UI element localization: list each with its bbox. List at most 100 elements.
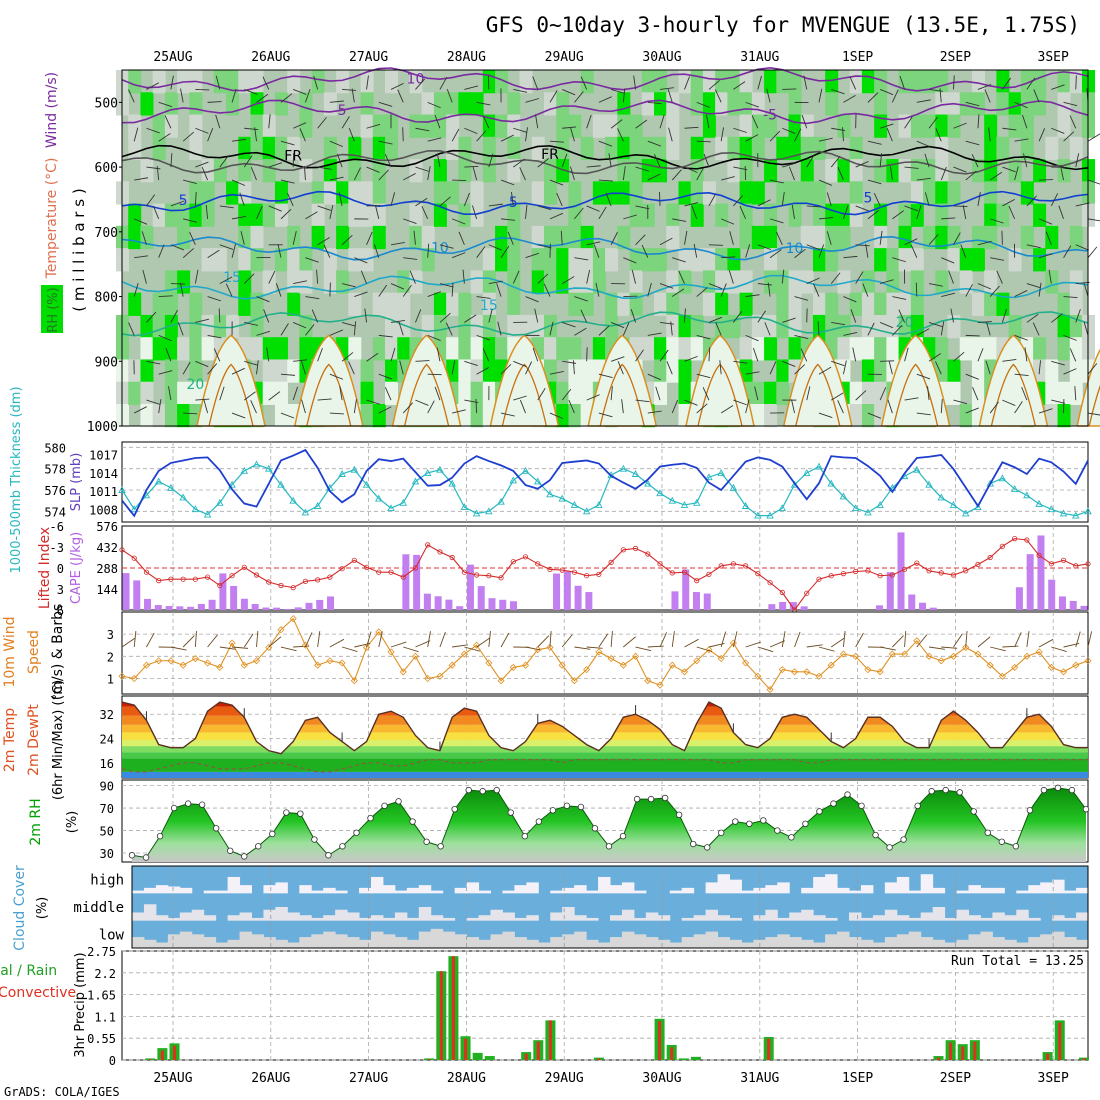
thickness-marker — [289, 496, 297, 504]
rh-cell — [482, 114, 496, 138]
rh-cell — [874, 248, 888, 272]
wind-speed-marker — [228, 639, 236, 647]
cape-bar — [251, 604, 259, 610]
wind-barb — [1038, 282, 1042, 297]
date-label-top: 2SEP — [940, 50, 971, 65]
thickness-marker — [277, 480, 285, 488]
wind-barb — [842, 631, 846, 648]
wind-barb — [452, 179, 467, 182]
lifted-index-marker — [1073, 563, 1079, 569]
precip-tick: 1.1 — [94, 1010, 116, 1024]
wind-barb — [231, 138, 246, 142]
cloud-middle-bar — [371, 915, 384, 921]
wind-barb — [532, 76, 539, 90]
wind-speed-marker — [803, 668, 811, 676]
wind-speed-marker — [485, 659, 493, 667]
rh-cell — [666, 292, 680, 316]
cloud-middle-bar — [1028, 917, 1041, 921]
wind-barb — [195, 318, 210, 323]
rh-cell — [189, 314, 203, 339]
wind-barb — [329, 205, 334, 219]
rh-cell — [262, 203, 276, 227]
rh-cell — [213, 248, 227, 272]
cloud-middle-bar — [789, 912, 802, 921]
wind-barb — [794, 128, 802, 142]
rh-cell — [519, 314, 533, 339]
rh-cell — [568, 359, 582, 383]
wind-barb — [183, 179, 197, 185]
rh-cell — [812, 292, 826, 316]
rh-cell — [152, 337, 166, 361]
wind-barb — [427, 631, 431, 648]
cloud-middle-bar — [944, 917, 958, 921]
wind-barb — [472, 205, 478, 220]
cape-bar — [230, 585, 238, 610]
rh-cell — [849, 403, 863, 428]
wind-barb — [427, 291, 441, 297]
wind-barb — [1048, 269, 1052, 284]
wind-barb — [195, 398, 210, 401]
thickness-marker — [631, 470, 640, 477]
cape-bar — [499, 599, 507, 610]
wind-speed-marker — [473, 641, 481, 649]
wind-barb — [850, 309, 857, 323]
wind-barb — [953, 75, 955, 90]
wind-barb — [904, 205, 918, 212]
rh-cell — [1045, 136, 1059, 161]
wind-barb — [378, 373, 393, 380]
wind-barb — [243, 273, 255, 284]
wind-speed-marker — [570, 677, 578, 685]
rh-cell — [140, 359, 154, 383]
rh-marker — [353, 829, 360, 836]
wind-barb — [670, 321, 673, 336]
wind-barb — [507, 231, 514, 245]
rh-cell — [140, 159, 154, 183]
wind-speed-marker — [607, 654, 615, 663]
wind-barb — [476, 246, 486, 258]
cape-bar — [574, 585, 582, 610]
rh-cell — [1008, 159, 1022, 183]
wind-barb — [240, 231, 245, 245]
rh-cell — [996, 136, 1010, 161]
wind-barb — [446, 89, 453, 103]
rh-cell — [482, 248, 496, 272]
wind-barb — [305, 324, 315, 336]
rh-cell — [898, 203, 912, 227]
slp-tick: 1011 — [89, 485, 118, 499]
thickness-marker — [448, 479, 456, 487]
wind-barb — [941, 646, 958, 649]
rh-cell — [861, 403, 875, 428]
thickness-tick: 580 — [44, 441, 66, 455]
cloud-low-bar — [406, 939, 420, 948]
cloud-high-bar — [813, 876, 826, 894]
rh-cell — [678, 270, 692, 294]
rh-cell — [984, 136, 998, 161]
thickness-marker — [1047, 505, 1056, 513]
cape-bar — [413, 554, 421, 610]
temp-tick: 16 — [100, 757, 114, 771]
thickness-marker — [472, 509, 481, 517]
wind-barb — [488, 244, 502, 251]
cloud-middle-bar — [777, 917, 790, 921]
rh-cell — [751, 136, 765, 161]
wind-speed-marker — [913, 637, 921, 645]
cloud-low-bar — [669, 942, 683, 948]
wind-barb — [708, 244, 723, 246]
wind-speed-marker — [558, 661, 566, 669]
wind-barb — [817, 321, 820, 336]
cloud-middle-bar — [502, 912, 515, 921]
rh-cell — [715, 248, 729, 272]
cloud-middle-bar — [275, 907, 288, 921]
wind-barb — [1021, 386, 1028, 401]
wind-speed-marker — [693, 657, 701, 665]
rh-cell — [482, 337, 496, 361]
wind-barb — [915, 282, 918, 297]
wind-speed-marker — [595, 648, 603, 656]
rh-marker — [535, 818, 543, 825]
cloud-low-bar — [335, 934, 348, 948]
cloud-high-bar — [837, 887, 850, 894]
wind-barb — [702, 387, 710, 401]
thickness-tick: 576 — [44, 484, 66, 498]
wind-barb — [745, 641, 761, 648]
cloud-high-bar — [430, 890, 444, 894]
